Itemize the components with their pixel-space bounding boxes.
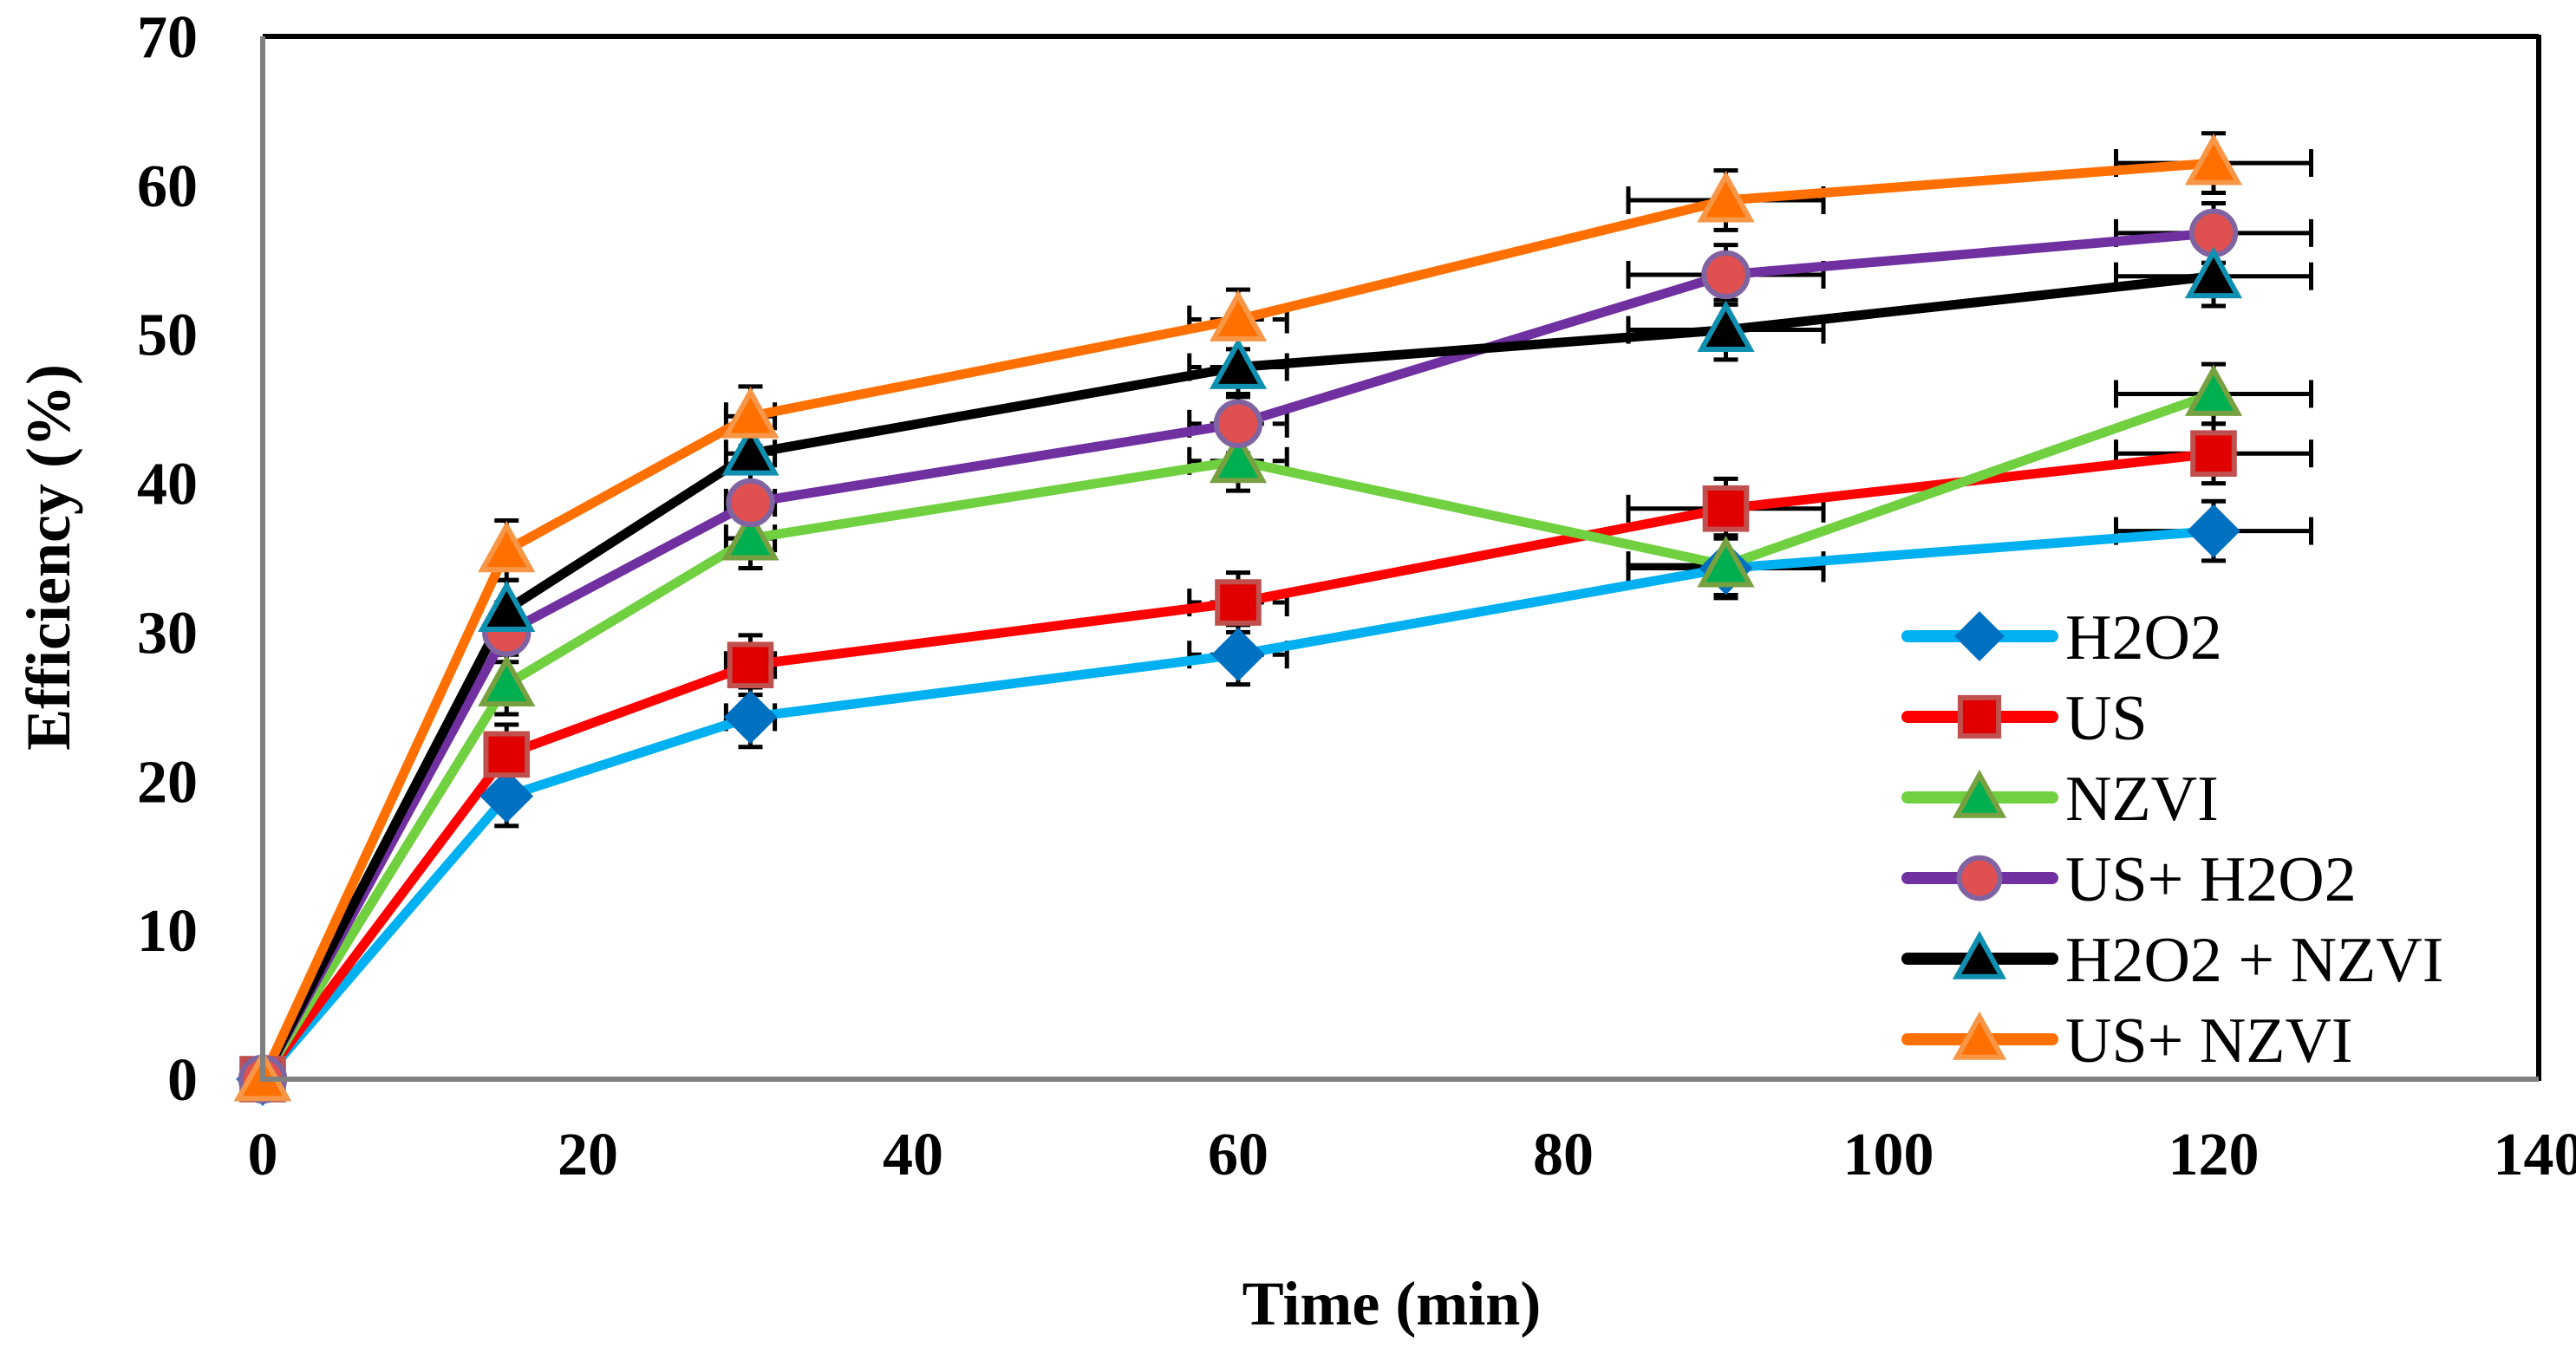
series-line <box>258 389 2215 1082</box>
series-line <box>258 271 2214 1082</box>
x-tick-label: 20 <box>558 1122 618 1188</box>
series-line <box>258 526 2214 1083</box>
data-point <box>1701 250 1751 300</box>
data-point <box>721 508 779 561</box>
y-tick-label: 10 <box>137 898 198 965</box>
data-point <box>2190 430 2237 477</box>
data-point <box>478 520 536 573</box>
x-tick-label: 140 <box>2494 1122 2576 1188</box>
y-tick-label: 30 <box>137 600 198 667</box>
legend-label: US+ NZVI <box>2065 1005 2353 1077</box>
data-point <box>721 387 779 439</box>
y-tick-label: 40 <box>137 452 198 518</box>
legend: H2O2 US NZVI US+ H2O2 H2O2 + NZVI US+ NZVI <box>1901 602 2443 1077</box>
legend-marker <box>1952 769 2007 818</box>
data-point <box>479 769 534 823</box>
data-point <box>1702 485 1750 532</box>
data-point <box>1697 300 1755 352</box>
legend-marker <box>1952 930 2007 979</box>
data-point <box>727 641 774 689</box>
y-tick-label: 50 <box>137 303 198 369</box>
data-point <box>2187 504 2240 558</box>
data-point <box>1209 431 1268 484</box>
legend-label: US <box>2065 683 2148 754</box>
legend-marker <box>1952 1011 2007 1060</box>
legend-label: H2O2 + NZVI <box>2065 925 2443 996</box>
data-point <box>1209 337 1268 389</box>
y-tick-label: 20 <box>137 749 198 816</box>
x-tick-label: 0 <box>248 1122 278 1188</box>
data-point <box>2184 246 2243 299</box>
legend-marker <box>1957 694 2002 739</box>
data-point <box>2184 364 2243 416</box>
data-point <box>2184 133 2243 185</box>
legend-marker <box>1954 611 2005 661</box>
data-point <box>1697 170 1755 223</box>
series-line <box>258 228 2214 1082</box>
legend-label: H2O2 <box>2065 602 2222 674</box>
y-tick-label: 70 <box>137 4 198 71</box>
x-tick-label: 100 <box>1843 1122 1934 1188</box>
data-point <box>478 654 536 706</box>
data-point <box>1697 535 1755 588</box>
data-point <box>1215 579 1262 626</box>
x-tick-labels: 0 20 40 60 80 100 120 140 <box>248 1122 2576 1188</box>
legend-marker <box>1956 855 2003 901</box>
data-point <box>1213 399 1263 449</box>
data-point <box>723 690 778 745</box>
data-point <box>721 424 779 476</box>
y-tick-label: 60 <box>137 153 198 220</box>
y-axis-title: Efficiency (%) <box>14 364 83 751</box>
series-markers <box>233 133 2243 1106</box>
data-point <box>1209 290 1268 342</box>
data-point <box>726 478 775 528</box>
data-point <box>483 731 531 778</box>
y-tick-labels: 0 10 20 30 40 50 60 70 <box>137 4 198 1114</box>
legend-label: US+ H2O2 <box>2065 844 2357 915</box>
data-point <box>1211 628 1265 682</box>
series-line <box>258 448 2214 1083</box>
x-tick-label: 120 <box>2168 1122 2260 1188</box>
series-line <box>258 158 2214 1082</box>
series-lines <box>258 158 2215 1083</box>
x-tick-label: 80 <box>1533 1122 1594 1188</box>
x-axis-title: Time (min) <box>1242 1269 1542 1338</box>
data-point <box>478 580 536 633</box>
x-tick-label: 40 <box>883 1122 943 1188</box>
y-tick-label: 0 <box>167 1047 198 1114</box>
x-tick-label: 60 <box>1208 1122 1268 1188</box>
legend-label: NZVI <box>2065 764 2219 835</box>
